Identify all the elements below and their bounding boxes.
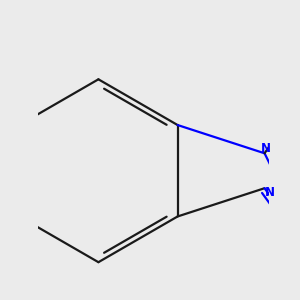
- Text: N: N: [261, 142, 271, 155]
- Text: N: N: [265, 186, 275, 199]
